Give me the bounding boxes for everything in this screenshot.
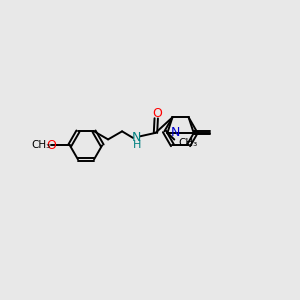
Text: N: N <box>170 126 180 139</box>
Text: CH₃: CH₃ <box>178 138 197 148</box>
Text: O: O <box>152 107 162 120</box>
Text: O: O <box>46 139 56 152</box>
Text: CH₃: CH₃ <box>32 140 51 150</box>
Text: N: N <box>131 131 141 144</box>
Text: H: H <box>133 140 141 150</box>
